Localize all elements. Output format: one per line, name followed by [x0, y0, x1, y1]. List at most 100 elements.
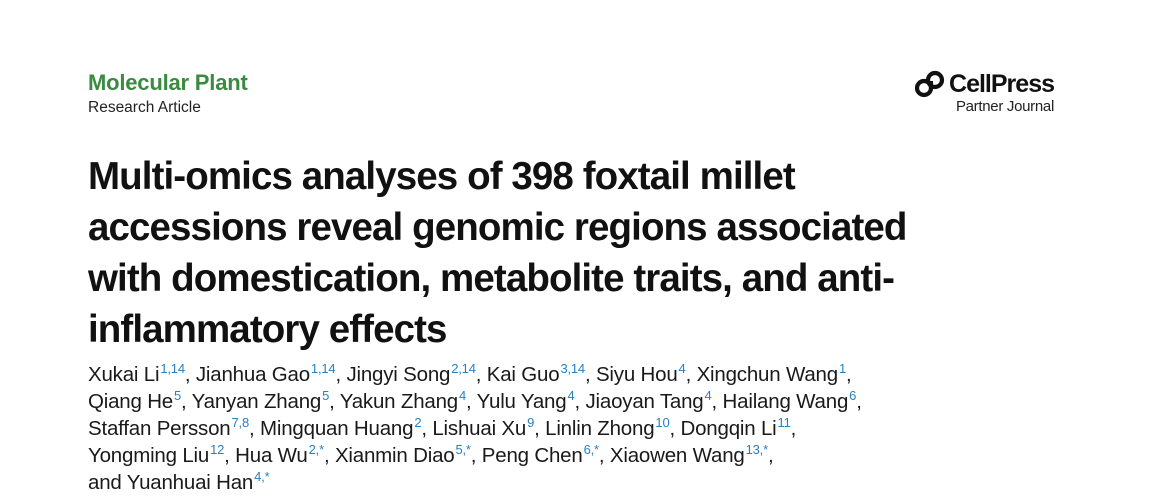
- author[interactable]: Staffan Persson7,8: [88, 415, 250, 440]
- author-name: Yongming Liu: [88, 444, 210, 467]
- author[interactable]: Xukai Li1,14: [88, 361, 185, 386]
- author[interactable]: Peng Chen6,*: [481, 442, 600, 467]
- author-name: Hua Wu: [235, 444, 308, 467]
- author-line: Staffan Persson7,8, Mingquan Huang2, Lis…: [88, 415, 1088, 442]
- affiliation-marker[interactable]: 1,14: [310, 361, 336, 377]
- author-separator: ,: [856, 390, 862, 413]
- author-separator: ,: [329, 390, 340, 413]
- author[interactable]: Yanyan Zhang5: [191, 388, 330, 413]
- affiliation-marker[interactable]: 2,*: [308, 442, 325, 458]
- author-name: Yulu Yang: [476, 390, 567, 413]
- author-separator: ,: [598, 444, 610, 467]
- author[interactable]: Qiang He5: [88, 388, 182, 413]
- title-line: inflammatory effects: [88, 308, 447, 351]
- author-separator: ,: [470, 444, 482, 467]
- affiliation-marker[interactable]: 9: [527, 415, 535, 431]
- affiliation-marker[interactable]: 13,*: [745, 442, 769, 458]
- author[interactable]: Dongqin Li11: [680, 415, 791, 440]
- cellpress-logo-icon: [915, 70, 945, 98]
- affiliation-marker[interactable]: 3,14: [560, 361, 585, 377]
- author[interactable]: Jiaoyan Tang4: [585, 388, 712, 413]
- author-name: Xukai Li: [88, 363, 160, 386]
- author[interactable]: Xiaowen Wang13,*: [609, 442, 769, 467]
- affiliation-marker[interactable]: 1: [838, 361, 846, 377]
- journal-name: Molecular Plant: [88, 70, 248, 95]
- author-name: Staffan Persson: [88, 417, 231, 440]
- author[interactable]: Xingchun Wang1: [696, 361, 847, 386]
- author-name: Yanyan Zhang: [191, 390, 322, 413]
- author-separator: ,: [685, 363, 697, 386]
- affiliation-marker[interactable]: 1,14: [160, 361, 185, 377]
- author-separator: ,: [323, 444, 335, 467]
- author[interactable]: Hua Wu2,*: [235, 442, 325, 467]
- author-list: Xukai Li1,14, Jianhua Gao1,14, Jingyi So…: [88, 361, 1088, 496]
- author[interactable]: Yulu Yang4: [476, 388, 575, 413]
- author-separator: ,: [421, 417, 433, 440]
- author-name: Lishuai Xu: [432, 417, 527, 440]
- author[interactable]: Linlin Zhong10: [545, 415, 670, 440]
- author-separator: ,: [181, 390, 192, 413]
- author[interactable]: and Yuanhuai Han4,*: [88, 469, 270, 494]
- author-separator: ,: [184, 363, 196, 386]
- author[interactable]: Jianhua Gao1,14: [195, 361, 336, 386]
- author-name: Linlin Zhong: [545, 417, 655, 440]
- article-type: Research Article: [88, 99, 201, 116]
- author-separator: ,: [767, 444, 774, 467]
- title-line: Multi-omics analyses of 398 foxtail mill…: [88, 155, 796, 198]
- author-name: Peng Chen: [481, 444, 583, 467]
- affiliation-marker[interactable]: 6,*: [583, 442, 600, 458]
- author-name: and Yuanhuai Han: [88, 471, 254, 494]
- affiliation-marker[interactable]: 12: [210, 442, 225, 458]
- author[interactable]: Hailang Wang6: [722, 388, 857, 413]
- author-separator: ,: [574, 390, 586, 413]
- affiliation-marker[interactable]: 4: [567, 388, 575, 404]
- affiliation-marker[interactable]: 10: [655, 415, 670, 431]
- affiliation-marker[interactable]: 2: [414, 415, 422, 431]
- affiliation-marker[interactable]: 5,*: [455, 442, 471, 458]
- affiliation-marker[interactable]: 11: [777, 415, 791, 431]
- author-line: and Yuanhuai Han4,*: [88, 469, 1088, 496]
- author[interactable]: Mingquan Huang2: [259, 415, 422, 440]
- author-name: Dongqin Li: [680, 417, 777, 440]
- author-name: Jingyi Song: [346, 363, 451, 386]
- author-separator: ,: [335, 363, 347, 386]
- author[interactable]: Siyu Hou4: [595, 361, 686, 386]
- author-name: Yakun Zhang: [339, 390, 458, 413]
- author-separator: ,: [224, 444, 236, 467]
- author-name: Qiang He: [88, 390, 174, 413]
- affiliation-marker[interactable]: 4,*: [254, 469, 270, 485]
- author-name: Mingquan Huang: [259, 417, 414, 440]
- author[interactable]: Xianmin Diao5,*: [334, 442, 471, 467]
- author-name: Siyu Hou: [595, 363, 678, 386]
- affiliation-marker[interactable]: 2,14: [451, 361, 476, 377]
- author-name: Xianmin Diao: [334, 444, 455, 467]
- author-name: Kai Guo: [486, 363, 560, 386]
- publisher-name: CellPress: [949, 70, 1055, 98]
- affiliation-marker[interactable]: 6: [849, 388, 857, 404]
- author-separator: ,: [248, 417, 260, 440]
- author-separator: ,: [584, 363, 596, 386]
- author-separator: ,: [475, 363, 487, 386]
- author[interactable]: Yongming Liu12: [88, 442, 225, 467]
- publisher-logo: CellPress Partner Journal: [915, 70, 1055, 115]
- affiliation-marker[interactable]: 4: [678, 361, 686, 377]
- author-name: Jianhua Gao: [195, 363, 310, 386]
- author-line: Yongming Liu12, Hua Wu2,*, Xianmin Diao5…: [88, 442, 1088, 469]
- author[interactable]: Lishuai Xu9: [432, 415, 535, 440]
- author-name: Xiaowen Wang: [609, 444, 745, 467]
- affiliation-marker[interactable]: 7,8: [231, 415, 250, 431]
- affiliation-marker[interactable]: 5: [174, 388, 182, 404]
- author[interactable]: Yakun Zhang4: [339, 388, 467, 413]
- article-title: Multi-omics analyses of 398 foxtail mill…: [88, 151, 1048, 355]
- author[interactable]: Jingyi Song2,14: [346, 361, 476, 386]
- affiliation-marker[interactable]: 4: [459, 388, 467, 404]
- author-name: Xingchun Wang: [696, 363, 839, 386]
- author-line: Qiang He5, Yanyan Zhang5, Yakun Zhang4, …: [88, 388, 1088, 415]
- affiliation-marker[interactable]: 5: [322, 388, 330, 404]
- author-separator: ,: [669, 417, 681, 440]
- author-separator: ,: [790, 417, 797, 440]
- author-separator: ,: [711, 390, 723, 413]
- author[interactable]: Kai Guo3,14: [486, 361, 585, 386]
- affiliation-marker[interactable]: 4: [704, 388, 712, 404]
- author-name: Hailang Wang: [722, 390, 849, 413]
